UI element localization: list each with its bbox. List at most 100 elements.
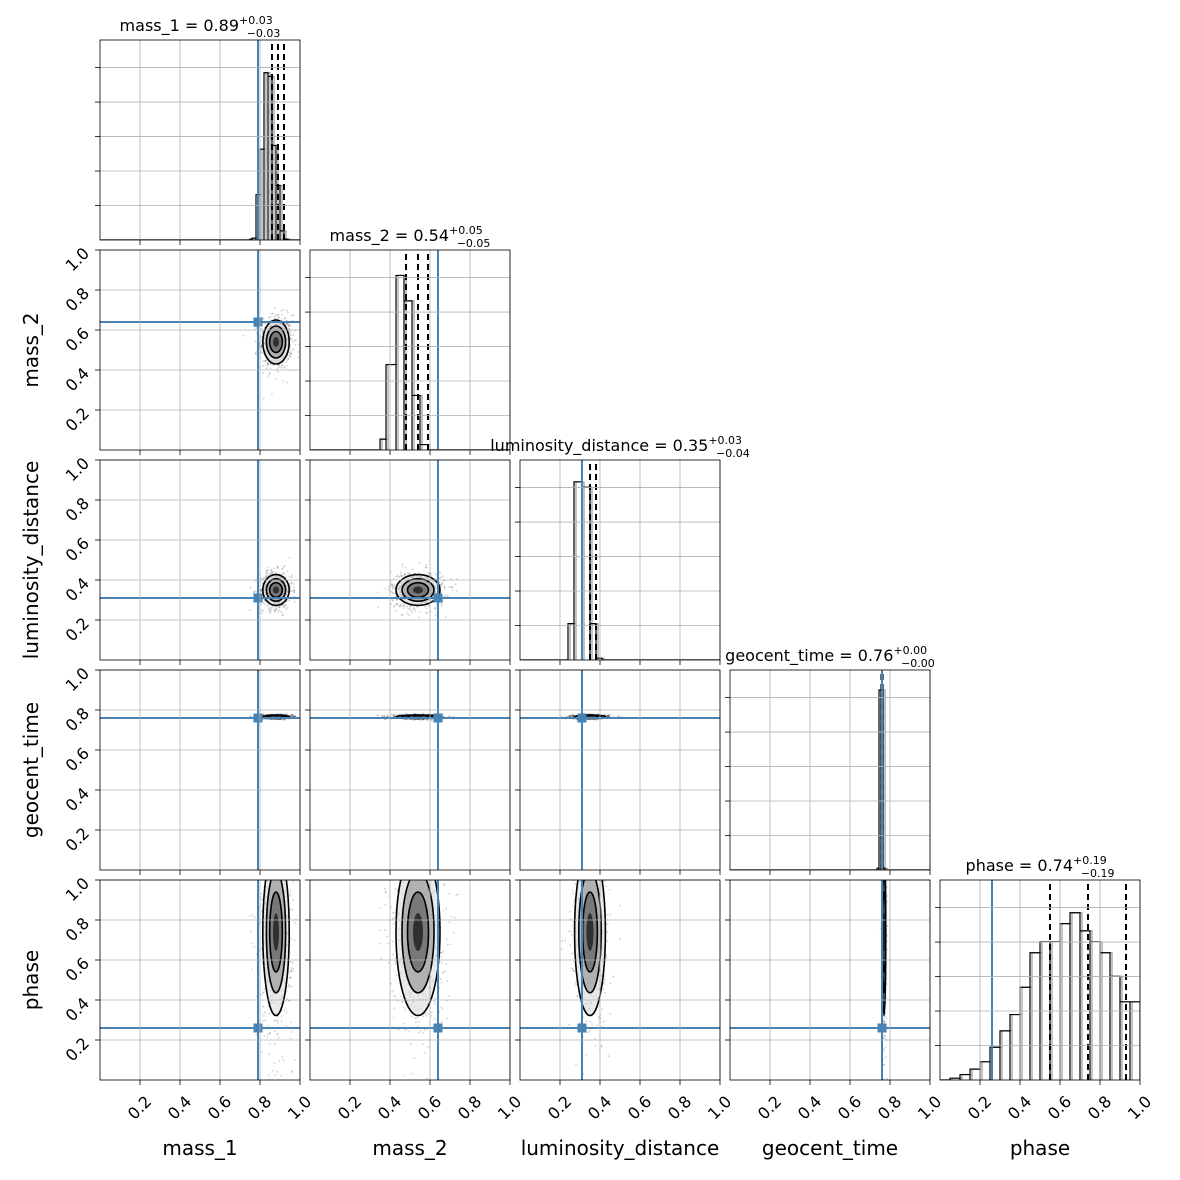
sample-point (290, 976, 292, 979)
y-tick-label: 1.0 (62, 244, 93, 275)
sample-point (284, 316, 287, 319)
sample-point (606, 714, 608, 717)
sample-point (289, 351, 292, 353)
sample-point (408, 608, 411, 611)
sample-point (608, 714, 611, 716)
sample-point (304, 714, 306, 716)
sample-point (394, 592, 396, 595)
sample-point (285, 604, 288, 607)
sample-point (280, 319, 283, 321)
sample-point (263, 599, 266, 602)
sample-point (398, 605, 401, 608)
sample-point (285, 712, 288, 715)
sample-point (414, 609, 416, 612)
sample-point (273, 849, 275, 851)
sample-point (293, 586, 295, 589)
title-minus-err: −0.03 (247, 27, 281, 40)
sample-point (269, 316, 272, 318)
sample-point (297, 356, 300, 359)
panel-content (100, 670, 306, 870)
sample-point (290, 352, 292, 355)
sample-point (291, 713, 293, 716)
sample-point (268, 372, 271, 375)
sample-point (265, 604, 268, 607)
sample-point (569, 715, 571, 718)
truth-marker (577, 713, 587, 723)
histogram-step-luminosity_distance (520, 481, 720, 660)
histogram-panel-luminosity_distance: luminosity_distance = 0.35+0.03 −0.04 (490, 434, 750, 665)
sample-point (268, 611, 271, 613)
sample-point (290, 576, 293, 579)
sample-point (264, 323, 267, 325)
sample-point (383, 714, 386, 717)
sample-point (281, 800, 283, 802)
sample-point (269, 363, 272, 366)
sample-point (275, 607, 278, 610)
sample-point (279, 864, 281, 866)
sample-point (426, 611, 429, 614)
sample-point (260, 581, 263, 584)
sample-point (267, 362, 270, 364)
panel-content (310, 250, 510, 450)
sample-point (270, 569, 272, 572)
panel-frame (99, 459, 301, 661)
sample-point (392, 599, 394, 602)
sample-point (292, 715, 294, 718)
panel-frame (519, 459, 721, 661)
sample-point (260, 612, 263, 614)
panel-content (310, 460, 510, 660)
sample-point (407, 607, 410, 610)
sample-point (282, 567, 284, 570)
sample-point (419, 719, 422, 722)
sample-point (569, 714, 572, 717)
sample-point (289, 1037, 292, 1040)
sample-point (282, 308, 285, 311)
sample-point (279, 861, 281, 863)
sample-point (274, 571, 277, 574)
sample-point (277, 849, 279, 851)
sample-point (267, 574, 270, 577)
sample-point (607, 715, 610, 717)
sample-point (265, 571, 267, 574)
sample-point (275, 378, 277, 380)
sample-point (275, 866, 277, 868)
sample-point (396, 574, 399, 577)
sample-point (266, 362, 269, 365)
sample-point (288, 976, 291, 979)
sample-point (289, 325, 292, 328)
sample-point (265, 575, 268, 578)
sample-point (393, 584, 395, 587)
truth-marker (253, 713, 263, 723)
panel-frame (99, 669, 301, 871)
sample-point (393, 605, 396, 608)
density-panel-mass_1-luminosity_distance: 0.20.40.60.81.0 (62, 454, 301, 665)
sample-point (280, 573, 283, 576)
sample-point (284, 865, 286, 867)
sample-point (291, 713, 294, 716)
sample-point (266, 1036, 269, 1039)
sample-point (277, 316, 279, 319)
sample-point (297, 350, 300, 353)
sample-point (266, 570, 269, 572)
sample-point (288, 599, 291, 602)
sample-point (260, 609, 263, 611)
sample-point (393, 715, 396, 718)
sample-point (287, 325, 289, 328)
sample-point (285, 600, 288, 603)
sample-point (293, 715, 296, 718)
sample-point (408, 614, 411, 616)
sample-point (276, 1032, 279, 1035)
histogram-step-mass_2 (310, 274, 510, 450)
sample-point (268, 1073, 270, 1076)
sample-point (272, 567, 275, 570)
sample-point (272, 835, 274, 837)
sample-point (391, 585, 394, 588)
sample-point (286, 713, 288, 716)
histogram-panel-mass_1: mass_1 = 0.89+0.03 −0.03 (95, 14, 301, 245)
sample-point (268, 572, 271, 575)
sample-point (281, 1015, 283, 1017)
sample-point (249, 715, 251, 718)
sample-point (395, 602, 398, 605)
sample-point (425, 566, 428, 569)
sample-point (286, 606, 289, 609)
